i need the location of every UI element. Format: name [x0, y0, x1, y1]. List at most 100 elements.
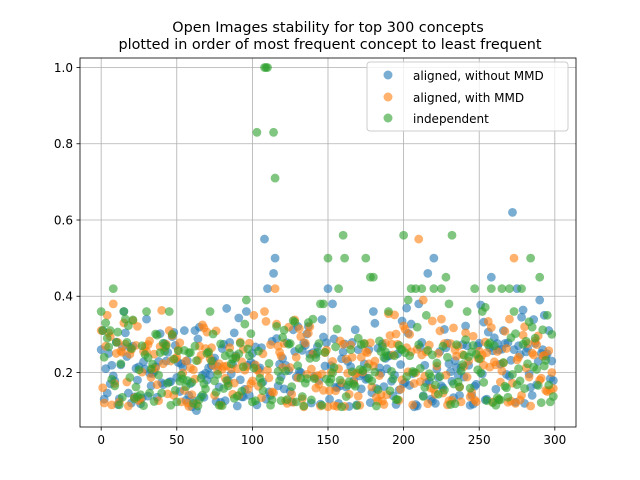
- data-point: [263, 365, 272, 375]
- data-point: [497, 284, 507, 294]
- data-point: [353, 391, 363, 401]
- data-point: [190, 341, 200, 351]
- data-point: [122, 337, 132, 347]
- data-point: [362, 363, 372, 372]
- data-point: [317, 315, 327, 324]
- data-point: [370, 367, 380, 377]
- data-point: [291, 397, 301, 407]
- y-tick-label: 0.8: [54, 137, 73, 151]
- data-point: [313, 347, 322, 357]
- data-point: [396, 384, 405, 394]
- data-point: [270, 284, 280, 294]
- data-point: [338, 230, 348, 240]
- data-point: [325, 394, 334, 404]
- data-point: [418, 392, 428, 401]
- data-point: [294, 344, 304, 353]
- data-point: [414, 340, 424, 350]
- data-point: [143, 353, 153, 363]
- data-point: [536, 398, 546, 407]
- data-point: [319, 299, 328, 309]
- data-point: [329, 363, 339, 372]
- data-point: [423, 268, 433, 278]
- data-point: [509, 253, 519, 263]
- data-point: [495, 395, 505, 405]
- data-point: [238, 362, 248, 372]
- y-tick-label: 1.0: [54, 61, 73, 75]
- data-point: [125, 373, 135, 382]
- data-point: [346, 345, 356, 355]
- data-point: [216, 339, 226, 349]
- legend: aligned, without MMD aligned, with MMD i…: [366, 61, 569, 132]
- data-point: [275, 376, 285, 385]
- data-point: [309, 374, 319, 383]
- data-point: [371, 401, 381, 411]
- data-point: [185, 348, 195, 358]
- data-point: [211, 387, 221, 397]
- data-point: [508, 207, 517, 217]
- data-point: [260, 307, 269, 316]
- data-point: [517, 284, 526, 294]
- data-point: [217, 401, 227, 411]
- data-point: [529, 350, 539, 360]
- data-point: [441, 272, 451, 282]
- data-point: [222, 304, 232, 313]
- data-point: [108, 299, 118, 309]
- data-point: [108, 284, 118, 294]
- data-point: [341, 392, 351, 401]
- data-point: [110, 381, 120, 391]
- data-point: [170, 386, 180, 395]
- data-point: [145, 336, 154, 346]
- data-point: [257, 378, 266, 388]
- data-point: [325, 386, 334, 396]
- data-point: [370, 356, 380, 366]
- data-point: [113, 327, 123, 337]
- data-point: [396, 360, 405, 369]
- data-point: [452, 340, 461, 350]
- data-point: [323, 253, 333, 263]
- x-tick-label: 250: [468, 433, 491, 447]
- data-point: [402, 372, 412, 382]
- data-point: [517, 312, 526, 322]
- chart-title-line-2: plotted in order of most frequent concep…: [118, 37, 541, 53]
- data-point: [505, 314, 514, 324]
- data-point: [278, 333, 288, 342]
- data-point: [207, 356, 216, 366]
- data-point: [491, 384, 501, 394]
- data-point: [468, 341, 478, 350]
- data-point: [520, 384, 529, 393]
- data-point: [444, 299, 454, 309]
- data-point: [99, 398, 109, 408]
- data-point: [527, 390, 537, 400]
- data-point: [361, 253, 371, 263]
- data-point: [127, 344, 136, 353]
- data-point: [128, 315, 138, 325]
- data-point: [146, 373, 156, 382]
- data-point: [276, 351, 286, 361]
- data-point: [167, 329, 177, 339]
- data-point: [385, 386, 395, 396]
- data-point: [420, 382, 430, 392]
- data-point: [189, 365, 198, 375]
- data-point: [334, 284, 343, 294]
- y-tick-label: 0.4: [54, 290, 73, 304]
- data-point: [515, 376, 525, 386]
- data-point: [181, 356, 191, 366]
- data-point: [99, 352, 109, 362]
- data-point: [285, 339, 295, 348]
- data-point: [338, 347, 348, 357]
- data-point: [243, 344, 253, 354]
- data-point: [438, 341, 448, 351]
- legend-label-independent: independent: [413, 112, 489, 126]
- data-point: [432, 358, 442, 368]
- x-tick-label: 300: [543, 433, 566, 447]
- x-tick-label: 50: [169, 433, 184, 447]
- data-point: [402, 303, 412, 313]
- legend-label-aligned-with-mmd: aligned, with MMD: [413, 91, 524, 105]
- data-point: [235, 338, 245, 348]
- data-point: [267, 395, 277, 405]
- data-point: [423, 399, 433, 409]
- x-tick-label: 150: [317, 433, 340, 447]
- data-point: [142, 307, 151, 316]
- data-point: [297, 392, 307, 401]
- data-point: [237, 386, 247, 396]
